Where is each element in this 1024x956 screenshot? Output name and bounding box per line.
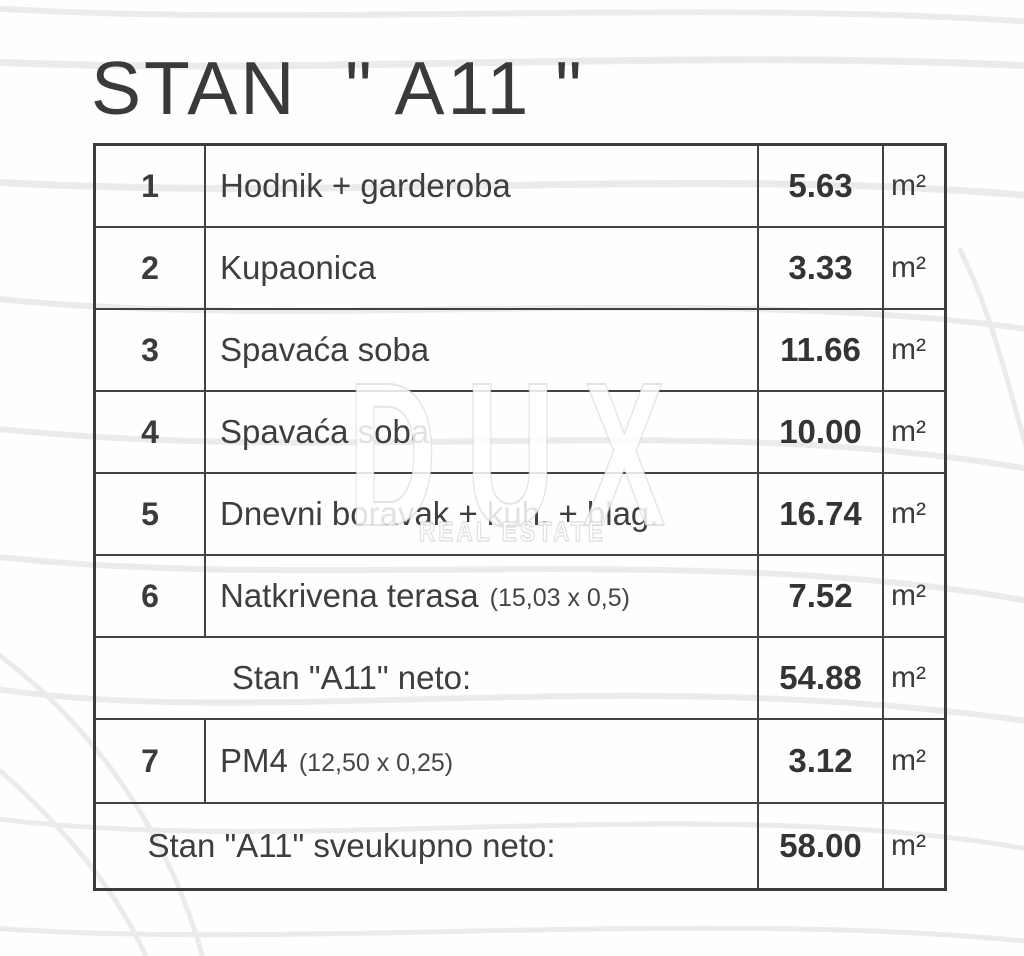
table-row: 7 PM4 (12,50 x 0,25) 3.12 m² bbox=[96, 718, 944, 802]
table-row: 4 Spavaća soba 10.00 m² bbox=[96, 390, 944, 472]
total-label: Stan "A11" sveukupno neto: bbox=[96, 804, 759, 888]
room-number: 2 bbox=[96, 228, 206, 308]
area-unit: m² bbox=[891, 251, 926, 284]
room-name: Natkrivena terasa (15,03 x 0,5) bbox=[206, 556, 759, 636]
area-unit: m² bbox=[891, 497, 926, 530]
room-number: 4 bbox=[96, 392, 206, 472]
room-name: Kupaonica bbox=[206, 228, 759, 308]
area-unit: m² bbox=[891, 829, 926, 862]
room-name: PM4 (12,50 x 0,25) bbox=[206, 720, 759, 802]
total-row: Stan "A11" sveukupno neto: 58.00 m² bbox=[96, 802, 944, 888]
room-number: 7 bbox=[96, 720, 206, 802]
room-name: Hodnik + garderoba bbox=[206, 146, 759, 226]
subtotal-row: Stan "A11" neto: 54.88 m² bbox=[96, 636, 944, 718]
room-note: (12,50 x 0,25) bbox=[298, 748, 454, 777]
room-number: 3 bbox=[96, 310, 206, 390]
room-name: Spavaća soba bbox=[206, 310, 759, 390]
total-area: 58.00 bbox=[759, 804, 884, 888]
subtotal-area: 54.88 bbox=[759, 638, 884, 718]
table-row: 6 Natkrivena terasa (15,03 x 0,5) 7.52 m² bbox=[96, 554, 944, 636]
area-unit: m² bbox=[891, 415, 926, 448]
table-row: 5 Dnevni boravak + kuh. + blag. 16.74 m² bbox=[96, 472, 944, 554]
subtotal-label: Stan "A11" neto: bbox=[96, 638, 759, 718]
area-unit: m² bbox=[891, 661, 926, 694]
page-title: STAN " A11 " bbox=[91, 46, 585, 130]
room-area: 3.33 bbox=[759, 228, 884, 308]
area-unit: m² bbox=[891, 169, 926, 202]
room-area: 16.74 bbox=[759, 474, 884, 554]
area-unit: m² bbox=[891, 579, 926, 612]
area-table: 1 Hodnik + garderoba 5.63 m² 2 Kupaonica… bbox=[93, 143, 947, 891]
room-number: 1 bbox=[96, 146, 206, 226]
table-row: 3 Spavaća soba 11.66 m² bbox=[96, 308, 944, 390]
room-number: 5 bbox=[96, 474, 206, 554]
room-number: 6 bbox=[96, 556, 206, 636]
room-area: 3.12 bbox=[759, 720, 884, 802]
table-row: 2 Kupaonica 3.33 m² bbox=[96, 226, 944, 308]
room-area: 7.52 bbox=[759, 556, 884, 636]
area-unit: m² bbox=[891, 333, 926, 366]
area-unit: m² bbox=[891, 744, 926, 777]
room-area: 10.00 bbox=[759, 392, 884, 472]
room-area: 5.63 bbox=[759, 146, 884, 226]
room-note: (15,03 x 0,5) bbox=[489, 583, 630, 612]
room-name: Spavaća soba bbox=[206, 392, 759, 472]
room-name: Dnevni boravak + kuh. + blag. bbox=[206, 474, 759, 554]
table-row: 1 Hodnik + garderoba 5.63 m² bbox=[96, 146, 944, 226]
room-area: 11.66 bbox=[759, 310, 884, 390]
